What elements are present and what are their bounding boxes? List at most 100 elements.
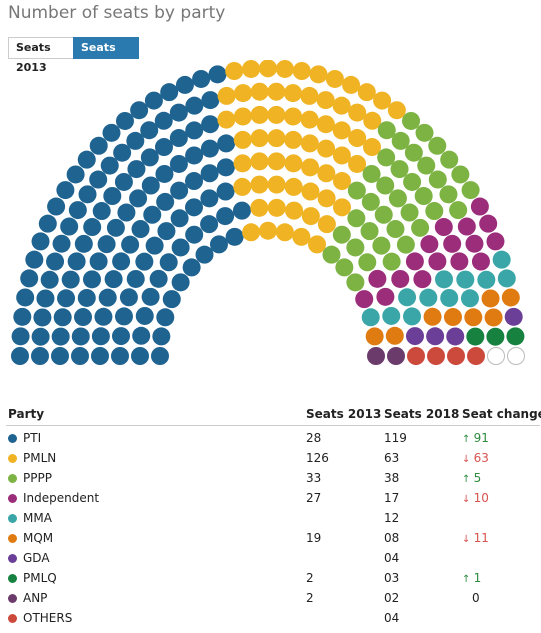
seat <box>267 105 286 124</box>
seat <box>363 138 381 157</box>
seat <box>360 222 379 241</box>
seat <box>332 121 351 140</box>
seat <box>348 154 367 173</box>
seat <box>33 308 52 327</box>
seat <box>67 252 86 271</box>
seat <box>94 307 113 326</box>
seat <box>140 148 159 167</box>
seat <box>284 107 303 126</box>
seat <box>492 250 511 269</box>
seat <box>456 270 475 289</box>
seat <box>259 221 277 240</box>
seat <box>170 209 189 228</box>
seat <box>501 288 520 307</box>
legend-swatch <box>8 534 17 543</box>
seat <box>497 269 516 288</box>
seat <box>486 232 505 251</box>
seat <box>126 269 145 288</box>
seat <box>332 225 351 244</box>
seat <box>267 175 286 194</box>
seat <box>185 146 204 165</box>
seat <box>440 288 459 307</box>
seat <box>292 61 311 80</box>
seat <box>185 225 204 244</box>
seat <box>259 60 277 78</box>
seat-count: 03 <box>384 571 400 585</box>
seat <box>56 181 75 200</box>
seat <box>428 252 447 271</box>
legend-swatch <box>8 454 17 463</box>
seat-count: 19 <box>306 531 322 545</box>
seat-count: 33 <box>306 471 322 485</box>
seat <box>267 198 286 217</box>
seat <box>233 107 252 126</box>
seat <box>143 205 162 224</box>
seat <box>443 308 462 327</box>
seat <box>155 138 173 157</box>
seat <box>200 139 219 158</box>
legend-entry: ANP <box>8 588 47 608</box>
seat <box>201 115 220 134</box>
seat <box>185 172 204 191</box>
seat <box>301 207 320 226</box>
seat <box>391 269 410 288</box>
seat <box>89 170 108 189</box>
seat <box>102 123 121 142</box>
seat <box>175 75 194 94</box>
party-name: ANP <box>23 591 48 605</box>
seat <box>404 143 423 162</box>
seat <box>365 327 384 346</box>
seat <box>200 164 219 183</box>
seat <box>400 203 419 222</box>
toggle-button[interactable]: Seats 2018 <box>73 37 139 74</box>
seat <box>200 189 219 208</box>
seat <box>388 189 407 208</box>
seat <box>89 252 108 271</box>
seat <box>129 189 148 208</box>
seat <box>106 218 125 237</box>
seat <box>16 288 35 307</box>
seat-change: 63 <box>462 448 489 468</box>
seat <box>83 218 102 237</box>
seat <box>373 91 392 110</box>
seat <box>112 252 131 271</box>
party-name: PMLQ <box>23 571 57 585</box>
seat-change: 11 <box>462 528 489 548</box>
column-header: Seats 2018 <box>384 407 460 421</box>
seat <box>156 192 175 211</box>
seat <box>82 270 101 289</box>
seat <box>405 327 424 346</box>
seat <box>135 252 154 271</box>
seat <box>61 270 80 289</box>
seat-count: 27 <box>306 491 322 505</box>
seat <box>390 160 409 179</box>
seat <box>386 220 405 239</box>
column-header: Party <box>8 407 45 421</box>
legend-swatch <box>8 434 17 443</box>
seat <box>481 289 500 308</box>
seat <box>446 327 465 346</box>
legend-entry: MMA <box>8 508 52 528</box>
seat <box>155 164 174 183</box>
seat <box>91 347 109 365</box>
toggle-button[interactable]: Seats 2013 <box>8 37 75 74</box>
seat <box>66 165 85 184</box>
legend-entry: Independent <box>8 488 99 508</box>
legend-entry: PMLQ <box>8 568 57 588</box>
seat <box>74 308 93 327</box>
seat <box>57 289 76 308</box>
seat <box>355 290 374 309</box>
legend-swatch <box>8 614 17 623</box>
seat <box>250 152 269 171</box>
seat <box>435 270 454 289</box>
seat <box>376 287 395 306</box>
seat <box>126 131 145 150</box>
seat <box>402 111 421 130</box>
seat <box>31 232 50 251</box>
seat <box>398 288 417 307</box>
vacant-seat <box>487 347 505 365</box>
seat <box>374 205 393 224</box>
seat-count: 02 <box>384 591 400 605</box>
seat <box>171 238 190 257</box>
seat <box>405 252 424 271</box>
